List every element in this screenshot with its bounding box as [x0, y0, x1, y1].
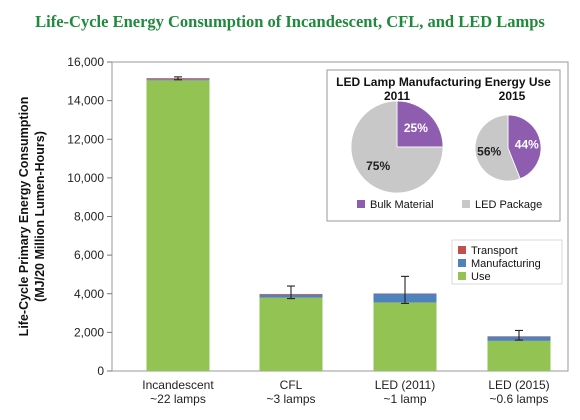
pie-year-label: 2011 [384, 89, 410, 103]
pie-slice-label: 44% [515, 137, 539, 151]
bar-use-3 [487, 340, 551, 371]
x-tick-sublabel: ~1 lamp [383, 392, 426, 406]
pie-slice-label: 25% [404, 121, 428, 135]
y-tick-label: 6,000 [74, 248, 104, 262]
legend-swatch-transport [458, 246, 466, 254]
y-tick-label: 12,000 [67, 132, 104, 146]
y-tick-label: 4,000 [74, 287, 104, 301]
pie-slice-bulk [396, 100, 444, 148]
x-tick-label: CFL [280, 378, 303, 392]
x-tick-label: Incandescent [142, 378, 214, 392]
x-tick-sublabel: ~22 lamps [150, 392, 206, 406]
legend-label-manufacturing: Manufacturing [471, 258, 541, 270]
legend-swatch-use [458, 272, 466, 280]
x-tick-label: LED (2015) [488, 378, 549, 392]
legend-swatch-package [462, 200, 470, 208]
legend-label-use: Use [471, 271, 491, 283]
page-title: Life-Cycle Energy Consumption of Incande… [35, 12, 545, 31]
pie-slice-label: 75% [366, 159, 390, 173]
y-axis-label: Life-Cycle Primary Energy Consumption [17, 97, 31, 337]
y-tick-label: 16,000 [67, 55, 104, 69]
legend-label-transport: Transport [471, 245, 518, 257]
y-tick-label: 2,000 [74, 325, 104, 339]
y-tick-label: 8,000 [74, 210, 104, 224]
pie-slice-label: 56% [477, 145, 501, 159]
x-tick-sublabel: ~3 lamps [266, 392, 315, 406]
bar-use-0 [146, 80, 210, 372]
y-tick-label: 14,000 [67, 94, 104, 108]
pie-year-label: 2015 [499, 89, 526, 103]
x-tick-label: LED (2011) [375, 378, 435, 392]
legend-label-bulk: Bulk Material [370, 199, 434, 211]
legend-label-package: LED Package [475, 199, 542, 211]
legend-swatch-bulk [357, 200, 365, 208]
pie-slice-bulk [507, 114, 542, 180]
inset-title: LED Lamp Manufacturing Energy Use [336, 75, 551, 89]
y-axis-label-units: (MJ/20 Million Lumen-Hours) [33, 131, 47, 302]
legend-swatch-manufacturing [458, 259, 466, 267]
series-legend [451, 239, 563, 285]
x-tick-sublabel: ~0.6 lamps [489, 392, 548, 406]
y-tick-label: 0 [97, 364, 104, 378]
bar-use-1 [259, 297, 323, 371]
pie-slice-package [350, 100, 444, 194]
y-tick-label: 10,000 [67, 171, 104, 185]
pie-slice-package [474, 114, 521, 182]
bar-use-2 [373, 302, 437, 371]
